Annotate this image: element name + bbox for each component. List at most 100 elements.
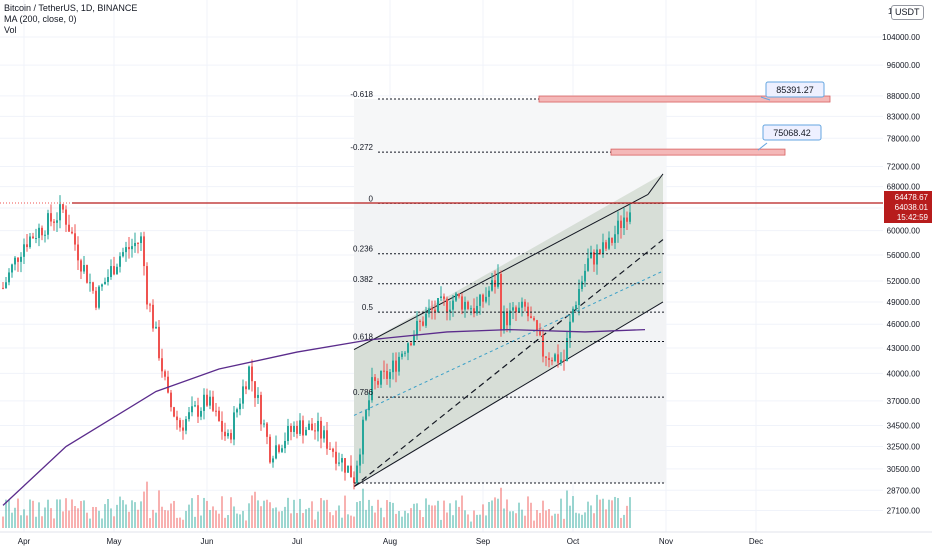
volume-bar [329,512,331,528]
candle-body [155,326,157,329]
candle-body [524,301,526,307]
volume-bar [455,500,457,528]
candle-body [161,358,163,372]
volume-bar [212,506,214,528]
volume-bar [26,515,28,528]
volume-bar [110,508,112,528]
candle-body [545,356,547,358]
candle-body [173,407,175,417]
volume-bar [113,516,115,528]
candle-body [224,431,226,437]
volume-bar [611,500,613,528]
candle-body [542,335,544,357]
volume-bar [320,498,322,528]
volume-bar [599,499,601,528]
volume-bar [545,510,547,528]
candle-body [392,360,394,373]
currency-button[interactable]: USDT [891,5,924,20]
volume-bar [152,509,154,528]
volume-bar [380,507,382,528]
volume-bar [419,510,421,528]
callout-pointer [760,96,771,101]
volume-bar [134,502,136,528]
candle-body [269,436,271,463]
candle-body [491,280,493,291]
volume-bar [353,516,355,528]
volume-bar [260,506,262,528]
volume-bar [305,509,307,528]
volume-indicator-label[interactable]: Vol [4,25,17,35]
candle-body [65,209,67,225]
ma-indicator-label[interactable]: MA (200, close, 0) [4,14,77,24]
volume-bar [362,488,364,528]
candle-body [272,458,274,463]
volume-bar [215,510,217,528]
price-tick-label: 49000.00 [887,298,921,307]
volume-bar [587,501,589,528]
volume-bar [269,502,271,528]
price-axis[interactable]: 27100.00 28700.00 30500.00 32500.00 34500.00… [882,0,932,550]
volume-bar [614,496,616,528]
candle-body [299,420,301,434]
volume-bar [116,504,118,528]
candle-body [236,409,238,413]
volume-bar [350,515,352,528]
target-zone [538,95,831,103]
time-axis[interactable]: Apr May Jun Jul Aug Sep Oct Nov Dec [0,531,932,546]
volume-bar [167,510,169,528]
price-tick-label: 40000.00 [887,369,921,378]
candle-body [71,231,73,234]
target-zone [610,148,786,156]
candle-body [257,394,259,398]
candle-body [539,331,541,336]
candle-body [596,249,598,265]
volume-bar [566,490,568,528]
candle-body [284,441,286,449]
candle-body [620,220,622,229]
volume-bar [407,513,409,528]
candle-body [338,462,340,464]
volume-bar [287,497,289,528]
volume-bar [605,509,607,528]
candle-body [629,212,631,222]
ma-line [2,328,646,506]
candle-body [512,307,514,311]
candle-body [149,304,151,306]
channel-quarter-line [353,270,664,416]
candle-body [158,326,160,359]
volume-bar [137,509,139,528]
price-tick-label: 78000.00 [887,134,921,143]
candle-body [128,247,130,250]
volume-bar [227,515,229,528]
callout-text: 85391.27 [776,85,814,95]
candle-body [179,420,181,428]
candle-body [44,234,46,236]
candle-body [167,376,169,393]
volume-bar [239,514,241,528]
candle-body [302,420,304,436]
fib-zone-fill [354,203,666,484]
price-tick-label: 30500.00 [887,465,921,474]
volume-bar [620,517,622,528]
candle-body [362,419,364,455]
candle-body [374,377,376,381]
volume-bar [80,501,82,528]
volume-bar [188,504,190,528]
volume-bar [623,514,625,528]
volume-bar [371,505,373,528]
volume-bar [263,500,265,528]
volume-bar [500,487,502,528]
volume-bar [59,499,61,528]
volume-bar [383,517,385,528]
candle-body [584,270,586,282]
price-tick-label: 72000.00 [887,162,921,171]
symbol-title[interactable]: Bitcoin / TetherUS, 1D, BINANCE [4,3,138,13]
candle-body [587,258,589,271]
candle-body [422,321,424,326]
volume-bar [224,517,226,528]
volume-bar [392,502,394,528]
volume-bar [377,499,379,528]
volume-bar [338,505,340,528]
volume-bar [23,509,25,528]
